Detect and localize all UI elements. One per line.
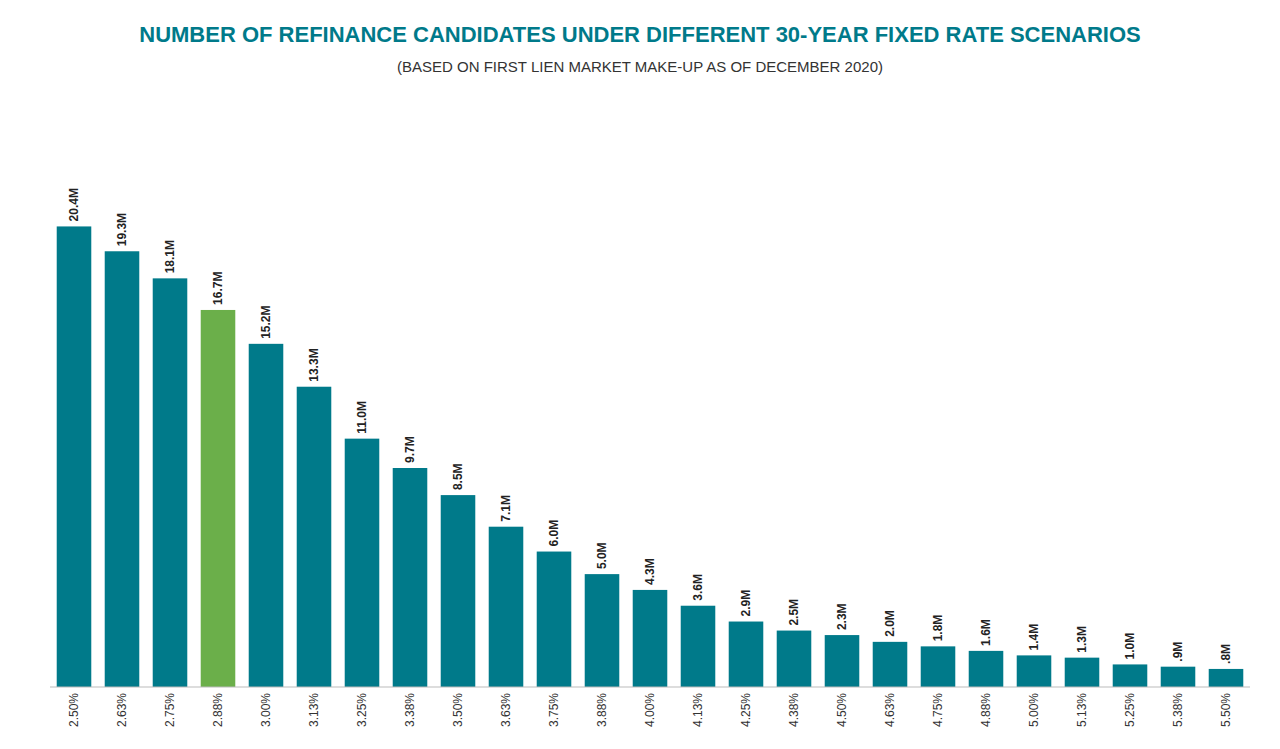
bar [681, 606, 716, 687]
bar [1113, 664, 1148, 687]
bar [633, 590, 668, 687]
x-axis-line [50, 687, 1250, 688]
bar [345, 439, 380, 687]
x-tick-label: 3.63% [499, 693, 513, 727]
x-tick-label: 4.50% [835, 693, 849, 727]
data-label: 1.8M [931, 615, 945, 642]
bar [729, 622, 764, 687]
data-label: 3.6M [691, 574, 705, 601]
data-label: 18.1M [163, 240, 177, 273]
x-tick-label: 2.50% [67, 693, 81, 727]
bar [585, 574, 620, 687]
bar [105, 251, 140, 687]
x-tick-label: 4.25% [739, 693, 753, 727]
bar [921, 646, 956, 687]
bar [777, 631, 812, 687]
x-tick-label: 5.13% [1075, 693, 1089, 727]
data-label: 1.0M [1123, 633, 1137, 660]
x-tick-label: 5.38% [1171, 693, 1185, 727]
bar [825, 635, 860, 687]
subtitle: (BASED ON FIRST LIEN MARKET MAKE-UP AS O… [397, 58, 883, 75]
data-label: 1.4M [1027, 624, 1041, 651]
x-tick-labels: 2.50% 2.63% 2.75% 2.88% 3.00% 3.13% 3.25% 3.38%… [67, 693, 1233, 727]
x-tick-label: 2.75% [163, 693, 177, 727]
bar [153, 278, 188, 687]
bars [57, 226, 1244, 687]
data-label: 20.4M [67, 188, 81, 221]
data-label: 7.1M [499, 495, 513, 522]
bar [1161, 667, 1196, 687]
data-label: 1.3M [1075, 626, 1089, 653]
bar [57, 226, 92, 687]
bar [441, 495, 476, 687]
x-tick-label: 3.50% [451, 693, 465, 727]
bar [393, 468, 428, 687]
bar [201, 310, 236, 687]
chart: NUMBER OF REFINANCE CANDIDATES UNDER DIF… [0, 0, 1280, 749]
data-label: 5.0M [595, 542, 609, 569]
data-label: 2.3M [835, 603, 849, 630]
data-label: 15.2M [259, 305, 273, 338]
x-tick-label: 4.88% [979, 693, 993, 727]
bar [297, 387, 332, 687]
bar [249, 344, 284, 687]
x-tick-label: 4.00% [643, 693, 657, 727]
bar [1017, 655, 1052, 687]
data-label: 1.6M [979, 619, 993, 646]
x-tick-label: 4.38% [787, 693, 801, 727]
x-tick-label: 3.88% [595, 693, 609, 727]
x-tick-label: 2.63% [115, 693, 129, 727]
data-label: 16.7M [211, 272, 225, 305]
bar [1065, 658, 1100, 687]
x-tick-label: 3.25% [355, 693, 369, 727]
x-tick-label: 5.25% [1123, 693, 1137, 727]
title: NUMBER OF REFINANCE CANDIDATES UNDER DIF… [139, 22, 1140, 47]
x-tick-label: 5.50% [1219, 693, 1233, 727]
data-label: 6.0M [547, 520, 561, 547]
x-tick-label: 2.88% [211, 693, 225, 727]
data-label: 8.5M [451, 463, 465, 490]
x-tick-label: 4.63% [883, 693, 897, 727]
bar [873, 642, 908, 687]
data-label: .9M [1171, 642, 1185, 662]
x-tick-label: 3.00% [259, 693, 273, 727]
x-tick-label: 4.75% [931, 693, 945, 727]
x-tick-label: 3.13% [307, 693, 321, 727]
data-label: 4.3M [643, 558, 657, 585]
x-tick-label: 4.13% [691, 693, 705, 727]
data-label: 19.3M [115, 213, 129, 246]
bar [969, 651, 1004, 687]
data-label: 9.7M [403, 436, 417, 463]
x-tick-label: 3.38% [403, 693, 417, 727]
x-tick-label: 3.75% [547, 693, 561, 727]
data-label: 2.5M [787, 599, 801, 626]
bar [489, 527, 524, 687]
data-label: .8M [1219, 644, 1233, 664]
x-tick-label: 5.00% [1027, 693, 1041, 727]
bar [537, 552, 572, 687]
data-labels: 20.4M 19.3M 18.1M 16.7M 15.2M 13.3M 11.0M 9.7M 8… [67, 188, 1233, 664]
data-label: 2.9M [739, 590, 753, 617]
data-label: 13.3M [307, 348, 321, 381]
data-label: 2.0M [883, 610, 897, 637]
bar [1209, 669, 1244, 687]
data-label: 11.0M [355, 401, 369, 434]
